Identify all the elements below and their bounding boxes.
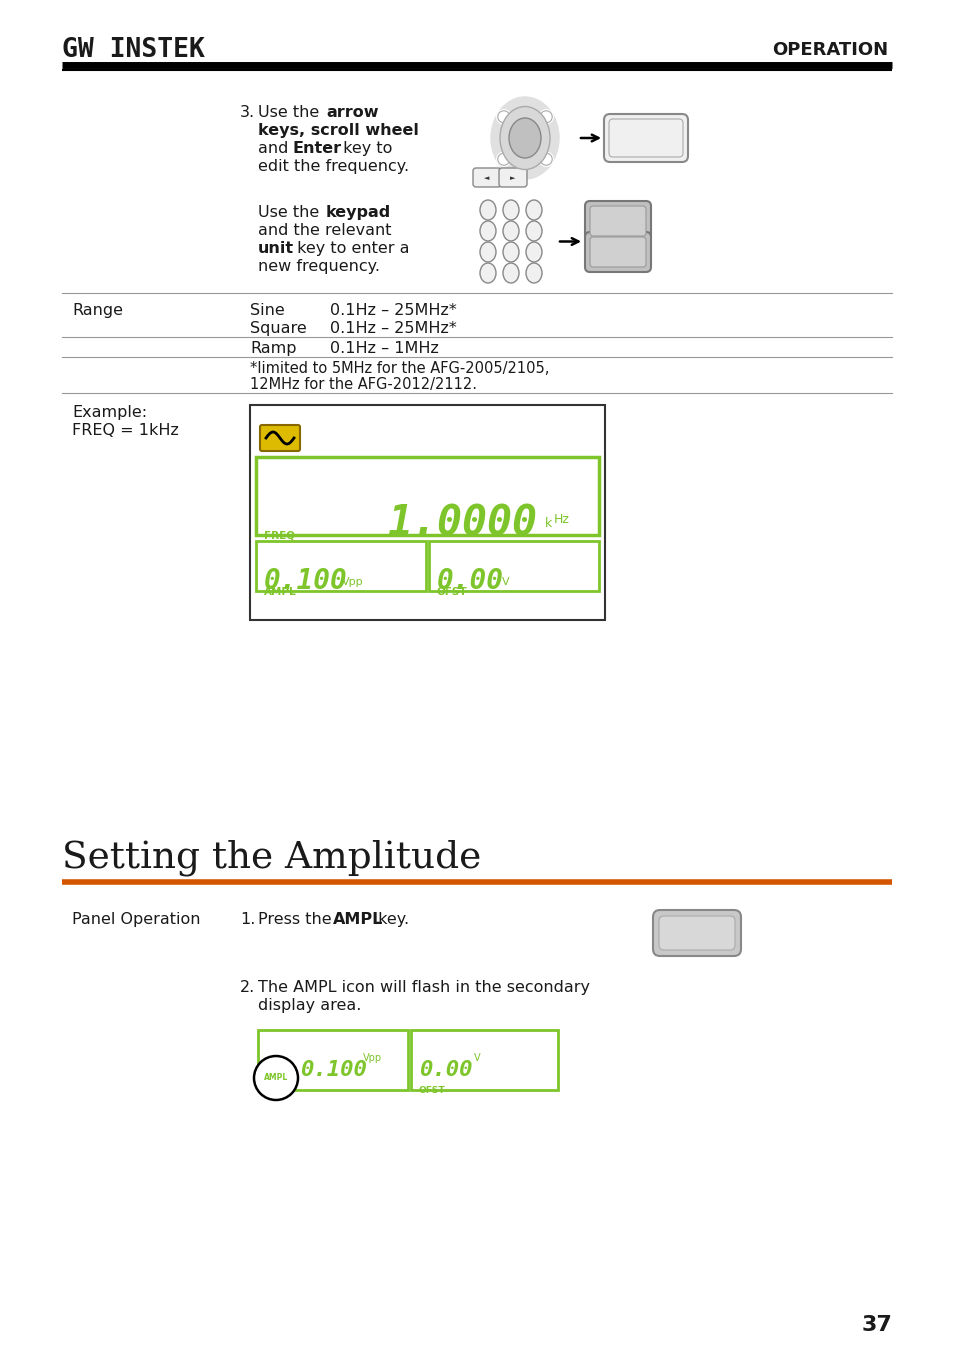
Text: Range: Range [71,302,123,319]
FancyBboxPatch shape [250,405,604,620]
Text: Enter: Enter [293,140,342,157]
Text: 1.0000: 1.0000 [387,504,537,545]
Text: 0.100: 0.100 [299,1060,367,1080]
Text: FREQ: FREQ [264,531,294,541]
FancyBboxPatch shape [255,541,426,591]
Ellipse shape [525,221,541,242]
Text: Vpp: Vpp [363,1053,382,1062]
Text: AMPL: AMPL [264,1073,288,1083]
FancyBboxPatch shape [584,232,650,271]
FancyBboxPatch shape [473,167,500,188]
Ellipse shape [525,200,541,220]
Text: ►: ► [510,176,516,181]
Ellipse shape [502,221,518,242]
Text: Use the: Use the [257,105,324,120]
Text: 12MHz for the AFG-2012/2112.: 12MHz for the AFG-2012/2112. [250,377,476,392]
Text: and the relevant: and the relevant [257,223,391,238]
Ellipse shape [502,263,518,284]
Ellipse shape [479,263,496,284]
FancyBboxPatch shape [589,238,645,267]
Text: keypad: keypad [326,205,391,220]
Ellipse shape [502,242,518,262]
FancyBboxPatch shape [652,910,740,956]
Text: ◄: ◄ [484,176,489,181]
Ellipse shape [497,109,510,124]
Text: 37: 37 [861,1315,891,1335]
Text: FREQ = 1kHz: FREQ = 1kHz [71,423,179,437]
Text: AMPL: AMPL [264,587,296,597]
Text: display area.: display area. [257,998,361,1012]
Text: 0.100: 0.100 [264,567,348,595]
Text: 0.00: 0.00 [418,1060,472,1080]
Text: Use the: Use the [257,205,324,220]
Text: AMPL: AMPL [266,1085,294,1095]
Text: Panel Operation: Panel Operation [71,913,200,927]
FancyBboxPatch shape [608,119,682,157]
Text: The AMPL icon will flash in the secondary: The AMPL icon will flash in the secondar… [257,980,589,995]
Text: Example:: Example: [71,405,147,420]
Text: unit: unit [257,242,294,256]
FancyBboxPatch shape [584,201,650,242]
Text: 0.00: 0.00 [436,567,503,595]
Ellipse shape [538,153,553,166]
FancyBboxPatch shape [659,917,734,950]
Ellipse shape [509,117,540,158]
Text: 2.: 2. [240,980,255,995]
Ellipse shape [525,263,541,284]
Ellipse shape [497,153,509,165]
Text: edit the frequency.: edit the frequency. [257,159,409,174]
Text: 3.: 3. [240,105,254,120]
Text: GW INSTEK: GW INSTEK [62,36,205,63]
Text: Square: Square [250,321,307,336]
Text: Ramp: Ramp [250,342,296,356]
Text: 0.1Hz – 25MHz*: 0.1Hz – 25MHz* [330,302,456,319]
Text: Press the: Press the [257,913,336,927]
Text: OFST: OFST [436,587,467,597]
FancyBboxPatch shape [589,207,645,236]
Text: 0.1Hz – 1MHz: 0.1Hz – 1MHz [330,342,438,356]
Circle shape [253,1056,297,1100]
Text: OPERATION: OPERATION [771,40,887,59]
Text: new frequency.: new frequency. [257,259,379,274]
Text: and: and [257,140,294,157]
Ellipse shape [497,111,509,123]
Text: key.: key. [373,913,409,927]
Ellipse shape [491,97,558,180]
Text: 0.1Hz – 25MHz*: 0.1Hz – 25MHz* [330,321,456,336]
Text: *limited to 5MHz for the AFG-2005/2105,: *limited to 5MHz for the AFG-2005/2105, [250,360,549,377]
Ellipse shape [525,242,541,262]
FancyBboxPatch shape [498,167,526,188]
Ellipse shape [479,200,496,220]
FancyBboxPatch shape [603,113,687,162]
Text: Setting the Amplitude: Setting the Amplitude [62,840,480,876]
Text: Hz: Hz [554,513,569,526]
FancyBboxPatch shape [260,425,299,451]
Text: OFST: OFST [418,1085,445,1095]
Text: Vpp: Vpp [341,576,363,587]
Text: 1.: 1. [240,913,255,927]
Ellipse shape [539,153,552,165]
Ellipse shape [479,221,496,242]
Ellipse shape [499,107,550,170]
Text: Sine: Sine [250,302,284,319]
Ellipse shape [497,153,510,166]
Text: arrow: arrow [326,105,378,120]
FancyBboxPatch shape [255,458,598,535]
Text: V: V [501,576,509,587]
Text: key to: key to [337,140,392,157]
FancyBboxPatch shape [411,1030,558,1089]
Text: k: k [544,517,552,531]
Text: key to enter a: key to enter a [292,242,409,256]
Text: AMPL: AMPL [333,913,383,927]
FancyBboxPatch shape [429,541,598,591]
Ellipse shape [479,242,496,262]
Text: keys, scroll wheel: keys, scroll wheel [257,123,418,138]
Ellipse shape [539,111,552,123]
Text: V: V [474,1053,480,1062]
Ellipse shape [538,109,553,124]
Ellipse shape [502,200,518,220]
FancyBboxPatch shape [257,1030,408,1089]
